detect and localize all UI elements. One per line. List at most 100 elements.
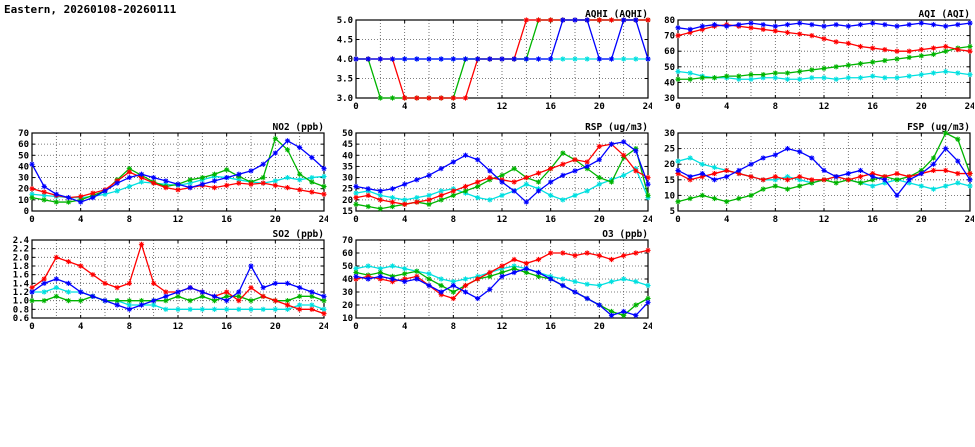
svg-text:24: 24	[643, 102, 652, 112]
svg-text:20: 20	[916, 102, 927, 112]
svg-text:0: 0	[353, 102, 358, 112]
svg-text:8: 8	[127, 215, 132, 225]
svg-text:20: 20	[270, 215, 281, 225]
svg-text:24: 24	[643, 215, 652, 225]
svg-text:24: 24	[319, 322, 328, 332]
svg-text:8: 8	[451, 322, 456, 332]
svg-text:12: 12	[497, 215, 508, 225]
page-title: Eastern, 20260108-20260111	[4, 3, 177, 16]
svg-text:2.0: 2.0	[13, 253, 29, 263]
svg-text:1.6: 1.6	[13, 271, 29, 281]
svg-text:0: 0	[353, 215, 358, 225]
svg-text:40: 40	[342, 151, 353, 161]
svg-text:50: 50	[664, 63, 675, 73]
svg-text:SO2 (ppb): SO2 (ppb)	[273, 229, 324, 240]
svg-text:60: 60	[18, 140, 29, 150]
chart-o3-canvas: 0 4 8 12 16 20 24 10 20 30 40 50 60 70 O3 (ppb)	[342, 229, 652, 332]
svg-text:0: 0	[353, 322, 358, 332]
chart-aqi: 0 4 8 12 16 20 24 30 40 50 60 70 80 AQI (AQI)	[652, 8, 974, 112]
svg-text:40: 40	[664, 78, 675, 88]
svg-text:50: 50	[342, 262, 353, 272]
svg-text:20: 20	[342, 301, 353, 311]
svg-text:60: 60	[342, 249, 353, 259]
svg-text:8: 8	[773, 215, 778, 225]
svg-text:24: 24	[965, 215, 974, 225]
svg-text:50: 50	[342, 129, 353, 139]
svg-text:3.5: 3.5	[337, 75, 353, 85]
chart-fsp: 0 4 8 12 16 20 24 5 10 15 20 25 30 FSP (ug/m3)	[652, 121, 974, 225]
svg-text:8: 8	[451, 215, 456, 225]
svg-text:16: 16	[545, 215, 556, 225]
chart-no2: 0 4 8 12 16 20 24 0 10 20 30 40 50 60 70 NO2 (ppb)	[6, 121, 328, 225]
svg-text:35: 35	[342, 162, 353, 172]
svg-text:16: 16	[867, 102, 878, 112]
svg-text:8: 8	[773, 102, 778, 112]
svg-text:O3 (ppb): O3 (ppb)	[602, 229, 648, 240]
svg-text:4: 4	[78, 322, 84, 332]
svg-text:16: 16	[545, 102, 556, 112]
svg-text:0: 0	[675, 215, 680, 225]
svg-text:0: 0	[24, 207, 29, 217]
svg-text:0: 0	[29, 215, 34, 225]
chart-so2: 0 4 8 12 16 20 24 0.6 0.8 1.0 1.2 1.4 1.6 1.8 2.0 2.2 2.…	[6, 228, 328, 332]
svg-text:12: 12	[819, 215, 830, 225]
svg-text:24: 24	[643, 322, 652, 332]
svg-text:20: 20	[270, 322, 281, 332]
svg-text:30: 30	[342, 174, 353, 184]
svg-text:20: 20	[18, 185, 29, 195]
svg-text:4.5: 4.5	[337, 36, 353, 46]
svg-text:20: 20	[916, 215, 927, 225]
svg-text:20: 20	[594, 102, 605, 112]
svg-text:12: 12	[819, 102, 830, 112]
svg-text:30: 30	[18, 174, 29, 184]
svg-text:10: 10	[18, 196, 29, 206]
svg-text:1.2: 1.2	[13, 288, 29, 298]
svg-text:10: 10	[342, 314, 353, 324]
chart-aqhi: 0 4 8 12 16 20 24 3.0 3.5 4.0 4.5 5.0 AQHI (AQHI)	[330, 8, 652, 112]
svg-text:RSP (ug/m3): RSP (ug/m3)	[585, 122, 648, 133]
svg-text:70: 70	[18, 129, 29, 139]
svg-text:10: 10	[664, 191, 675, 201]
svg-text:20: 20	[594, 322, 605, 332]
svg-text:5: 5	[670, 207, 675, 217]
svg-text:4.0: 4.0	[337, 55, 353, 65]
svg-text:1.0: 1.0	[13, 297, 29, 307]
svg-text:24: 24	[319, 215, 328, 225]
svg-text:30: 30	[664, 94, 675, 104]
svg-text:25: 25	[664, 145, 675, 155]
svg-text:8: 8	[127, 322, 132, 332]
svg-text:AQI (AQI): AQI (AQI)	[919, 9, 970, 20]
svg-text:4: 4	[724, 215, 730, 225]
svg-text:60: 60	[664, 47, 675, 57]
chart-aqhi-canvas: 0 4 8 12 16 20 24 3.0 3.5 4.0 4.5 5.0 AQHI (AQHI)	[337, 9, 652, 112]
svg-text:4: 4	[402, 322, 408, 332]
svg-text:30: 30	[664, 129, 675, 139]
svg-text:0: 0	[29, 322, 34, 332]
svg-text:16: 16	[221, 322, 232, 332]
svg-text:15: 15	[342, 207, 353, 217]
svg-text:0.6: 0.6	[13, 314, 29, 324]
svg-text:40: 40	[342, 275, 353, 285]
svg-text:45: 45	[342, 140, 353, 150]
chart-rsp: 0 4 8 12 16 20 24 15 20 25 30 35 40 45 50 RSP (ug/m3)	[330, 121, 652, 225]
chart-so2-canvas: 0 4 8 12 16 20 24 0.60.81.01.21.41.61.82.02.22.…	[13, 229, 328, 332]
svg-text:20: 20	[664, 160, 675, 170]
svg-text:2.4: 2.4	[13, 236, 30, 246]
svg-text:NO2 (ppb): NO2 (ppb)	[273, 122, 324, 133]
svg-text:4: 4	[402, 102, 408, 112]
svg-text:70: 70	[664, 32, 675, 42]
svg-text:80: 80	[664, 16, 675, 26]
svg-text:1.4: 1.4	[13, 279, 30, 289]
svg-text:12: 12	[173, 322, 184, 332]
svg-text:70: 70	[342, 236, 353, 246]
svg-text:FSP (ug/m3): FSP (ug/m3)	[907, 122, 970, 133]
svg-text:25: 25	[342, 185, 353, 195]
svg-text:16: 16	[545, 322, 556, 332]
svg-text:1.8: 1.8	[13, 262, 29, 272]
svg-text:3.0: 3.0	[337, 94, 353, 104]
chart-o3: 0 4 8 12 16 20 24 10 20 30 40 50 60 70 O3 (ppb)	[330, 228, 652, 332]
svg-text:5.0: 5.0	[337, 16, 353, 26]
svg-text:8: 8	[451, 102, 456, 112]
